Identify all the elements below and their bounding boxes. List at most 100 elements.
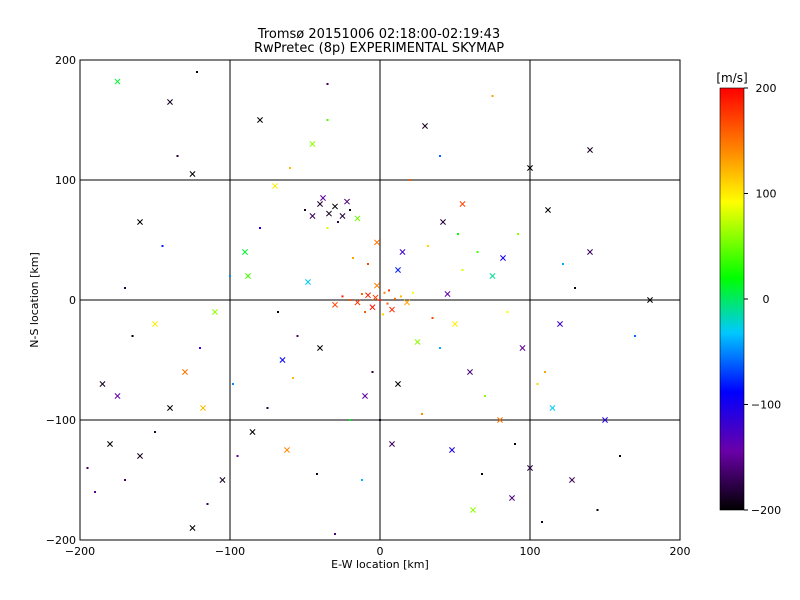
data-point-dot xyxy=(176,155,179,157)
data-point-dot xyxy=(619,455,621,457)
data-point-dot xyxy=(367,263,369,265)
data-point-dot xyxy=(388,289,390,292)
data-point-cross xyxy=(549,405,556,411)
data-point-dot xyxy=(259,227,261,229)
data-point-dot xyxy=(154,431,156,433)
data-point-cross xyxy=(219,477,226,483)
data-point-cross xyxy=(317,345,323,351)
data-point-cross xyxy=(332,301,338,308)
data-point-cross xyxy=(587,147,593,153)
data-point-dot xyxy=(383,291,386,294)
data-point-cross xyxy=(137,219,143,225)
data-point-dot xyxy=(86,467,89,469)
data-point-cross xyxy=(114,393,121,399)
data-point-cross xyxy=(374,282,380,289)
y-tick-label: −200 xyxy=(46,534,76,547)
data-point-cross xyxy=(569,477,575,483)
data-point-cross xyxy=(99,381,106,387)
data-point-cross xyxy=(444,291,451,297)
data-point-dot xyxy=(431,317,434,319)
data-point-dot xyxy=(277,311,279,313)
data-point-cross xyxy=(200,405,206,411)
data-point-cross xyxy=(527,465,533,471)
data-point-cross xyxy=(339,213,346,219)
data-point-cross xyxy=(545,207,551,213)
data-point-dot xyxy=(634,335,636,337)
data-point-dot xyxy=(517,233,519,235)
data-point-dot xyxy=(326,119,329,121)
x-tick-label: 100 xyxy=(520,545,541,558)
data-point-dot xyxy=(439,347,441,349)
data-point-cross xyxy=(249,429,256,435)
x-tick-label: 200 xyxy=(670,545,691,558)
colorbar-tick-label: 200 xyxy=(756,82,777,95)
y-tick-label: −100 xyxy=(46,414,76,427)
data-point-dot xyxy=(334,533,336,535)
data-point-cross xyxy=(167,405,173,411)
data-point-cross xyxy=(587,249,593,255)
x-axis-ticks: −200 −100 0 100 200 xyxy=(65,545,691,558)
data-point-dot xyxy=(491,95,494,97)
data-point-dot xyxy=(506,311,509,313)
data-point-dot xyxy=(229,275,231,277)
data-point-dot xyxy=(236,455,239,457)
data-point-dot xyxy=(289,167,291,169)
data-point-cross xyxy=(452,321,458,327)
data-point-cross xyxy=(389,306,395,313)
y-axis-ticks: −200 −100 0 100 200 xyxy=(46,54,76,547)
data-point-cross xyxy=(459,201,466,207)
data-point-cross xyxy=(309,141,316,147)
data-point-cross xyxy=(509,495,515,501)
data-point-cross xyxy=(257,117,263,123)
data-point-dot xyxy=(326,227,329,229)
data-point-cross xyxy=(332,203,338,210)
colorbar-tick-label: 100 xyxy=(756,188,777,201)
data-point-dot xyxy=(536,383,539,385)
data-point-dot xyxy=(394,297,396,300)
data-point-cross xyxy=(440,219,446,225)
data-point-dot xyxy=(292,377,294,379)
data-point-dot xyxy=(386,302,389,305)
data-point-dot xyxy=(379,419,381,421)
data-point-dot xyxy=(439,155,441,157)
data-point-cross xyxy=(354,299,361,306)
data-point-cross xyxy=(114,78,121,85)
data-point-dot xyxy=(400,295,402,298)
data-point-cross xyxy=(519,345,526,351)
data-point-cross xyxy=(167,99,173,105)
data-point-cross xyxy=(449,447,455,453)
data-point-cross xyxy=(137,453,143,459)
data-point-dot xyxy=(266,407,269,409)
colorbar xyxy=(720,88,744,510)
data-point-cross xyxy=(272,183,278,189)
colorbar-label: [m/s] xyxy=(716,71,747,85)
y-tick-label: 100 xyxy=(55,174,76,187)
data-point-dot xyxy=(596,509,599,511)
data-point-dot xyxy=(206,503,209,505)
data-point-dot xyxy=(484,395,486,397)
data-point-cross xyxy=(320,195,326,201)
plot-frame xyxy=(79,59,681,541)
chart-subtitle: RwPretec (8p) EXPERIMENTAL SKYMAP xyxy=(254,41,504,56)
data-point-dot xyxy=(514,443,516,445)
data-point-cross xyxy=(212,309,218,315)
data-point-cross xyxy=(467,369,473,375)
data-point-cross xyxy=(242,249,248,255)
chart-title: Tromsø 20151006 02:18:00-02:19:43 xyxy=(257,27,500,42)
data-point-dot xyxy=(371,371,374,373)
data-point-cross xyxy=(395,267,401,273)
data-point-dot xyxy=(196,71,198,73)
x-tick-label: 0 xyxy=(377,545,384,558)
data-point-dot xyxy=(124,479,126,481)
x-axis-label: E-W location [km] xyxy=(331,558,429,571)
data-point-cross xyxy=(279,357,286,363)
data-point-dot xyxy=(304,209,306,211)
data-point-dot xyxy=(364,311,366,313)
data-point-dot xyxy=(481,473,483,475)
x-tick-label: −200 xyxy=(65,545,95,558)
data-point-cross xyxy=(647,297,653,303)
data-point-cross xyxy=(344,198,350,205)
data-point-cross xyxy=(245,273,251,279)
data-point-dot xyxy=(232,383,234,385)
